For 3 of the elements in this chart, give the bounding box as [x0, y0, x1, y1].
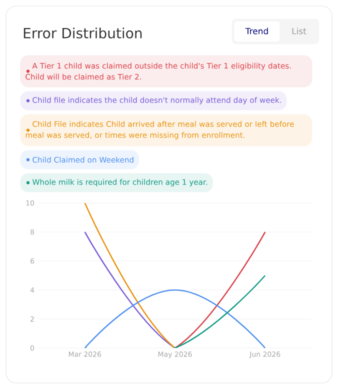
text: Trend: [245, 28, 268, 34]
text: List: [292, 28, 306, 34]
chart-title: Error Distribution: [24, 28, 142, 38]
